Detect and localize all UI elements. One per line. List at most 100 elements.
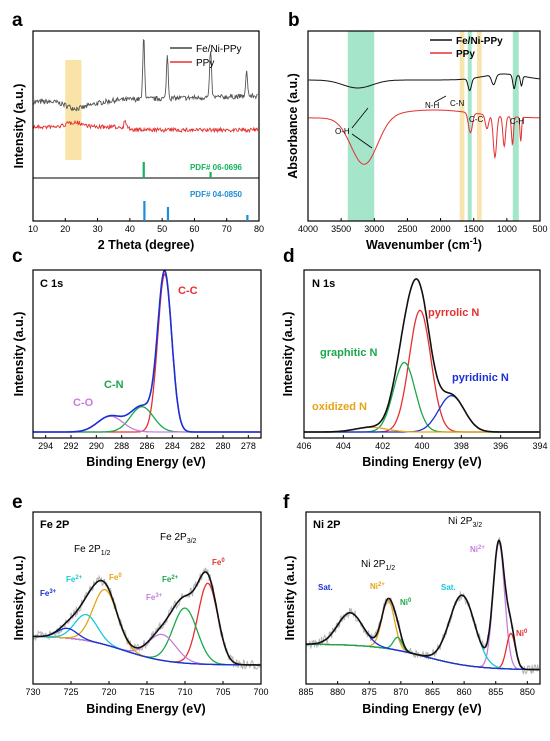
xrd-tick-label-3: 40 — [125, 224, 135, 234]
panel-e-title: Fe 2P — [40, 519, 69, 531]
y-axis-label-f: Intensity (a.u.) — [283, 556, 297, 641]
label-fe2p-hi: Fe2+ — [66, 575, 83, 584]
xrd-tick-label-5: 60 — [189, 224, 199, 234]
panel-d-title: N 1s — [312, 278, 335, 290]
panel-f-title: Ni 2P — [313, 519, 341, 531]
envelope-curve — [33, 571, 261, 666]
xps-4-tick-label-2: 720 — [101, 687, 116, 697]
y-axis-label-e: Intensity (a.u.) — [12, 556, 26, 641]
label-fe2p12: Fe 2P1/2 — [74, 544, 111, 557]
x-axis-label-a: 2 Theta (degree) — [98, 238, 195, 252]
x-axis-label-f: Binding Energy (eV) — [362, 702, 481, 716]
xps-5-tick-label-0: 885 — [298, 687, 313, 697]
panel-f-frame — [305, 511, 541, 685]
ftir-tick-label-6: 1000 — [497, 224, 517, 234]
band-region-0 — [347, 31, 375, 221]
ftir-tick-label-4: 2000 — [431, 224, 451, 234]
panel-e-fe2p: Fe 2P Fe 2P1/2 Fe 2P3/2 Fe3+ Fe2+ Fe0 Fe… — [12, 511, 269, 716]
y-axis-label-a: Intensity (a.u.) — [12, 84, 26, 169]
label-ni2p-lo: Ni2+ — [470, 545, 485, 554]
ftir-tick-label-0: 4000 — [298, 224, 318, 234]
label-ni2p12: Ni 2P1/2 — [361, 559, 395, 572]
xrd-tick-label-2: 30 — [93, 224, 103, 234]
panel-c-c1s: C 1s C-C C-N C-O 294 292 290 288 286 284 282 28… — [12, 269, 262, 469]
ftir-tick-label-1: 3500 — [331, 224, 351, 234]
panel-b-frame — [307, 30, 541, 222]
xps-5-tick-label-3: 870 — [393, 687, 408, 697]
label-fe2p32: Fe 2P3/2 — [160, 532, 197, 545]
band-region-3 — [477, 31, 482, 221]
raw-data-trace — [32, 567, 261, 670]
xps-2-tick-label-7: 280 — [215, 441, 230, 451]
label-sat-2: Sat. — [441, 583, 456, 592]
ref-label-06-0696: PDF# 06-0696 — [190, 163, 243, 172]
ftir-tick-label-5: 1500 — [464, 224, 484, 234]
label-c-n: C-N — [104, 379, 124, 391]
component-curve-5 — [33, 627, 261, 666]
xps-3-tick-label-0: 406 — [296, 441, 311, 451]
band-label-c-n: C-N — [450, 99, 464, 108]
xps-4-tick-label-0: 730 — [25, 687, 40, 697]
series-ppy-line — [33, 119, 259, 134]
ref-label-04-0850: PDF# 04-0850 — [190, 190, 243, 199]
xps-5-tick-label-1: 880 — [330, 687, 345, 697]
label-ni0-hi: Ni0 — [400, 598, 412, 607]
panel-label-f: f — [283, 492, 290, 513]
xrd-tick-label-0: 10 — [28, 224, 38, 234]
x-axis-label-c: Binding Energy (eV) — [86, 455, 205, 469]
xps-2-tick-label-8: 278 — [241, 441, 256, 451]
xps-4-tick-label-3: 715 — [139, 687, 154, 697]
band-label-o-h: O-H — [335, 127, 350, 136]
legend-label-ppy: PPy — [196, 58, 214, 69]
band-region-2 — [467, 31, 472, 221]
xps-5-tick-label-4: 865 — [425, 687, 440, 697]
band-arrow-n-h — [434, 95, 447, 103]
xps-2-tick-label-3: 288 — [114, 441, 129, 451]
panel-label-e: e — [12, 492, 23, 513]
raw-data-trace — [305, 536, 540, 675]
panel-a-xrd: PDF# 06-0696 PDF# 04-0850 Fe/Ni-PPy PPy … — [12, 30, 264, 252]
xps-4-tick-label-4: 710 — [177, 687, 192, 697]
xps-2-tick-label-6: 282 — [190, 441, 205, 451]
band-arrow-o-h — [351, 107, 373, 149]
xps-4-tick-label-5: 705 — [215, 687, 230, 697]
xrd-tick-label-6: 70 — [222, 224, 232, 234]
y-axis-label-c: Intensity (a.u.) — [12, 312, 26, 397]
band-region-4 — [512, 31, 519, 221]
y-axis-label-b: Absorbance (a.u.) — [286, 73, 300, 179]
series-ppy-ftir — [308, 109, 540, 165]
panel-label-b: b — [288, 10, 300, 31]
series-fe-ni-ppy-line — [33, 39, 258, 112]
xrd-tick-label-7: 80 — [254, 224, 264, 234]
xps-4-tick-label-1: 725 — [63, 687, 78, 697]
label-sat-1: Sat. — [318, 583, 333, 592]
component-curve-0 — [306, 541, 540, 671]
xps-3-tick-label-1: 404 — [336, 441, 351, 451]
panel-b-ftir: Fe/Ni-PPy PPy O-H N-H C-N C-C C-H 4000 35… — [286, 30, 548, 252]
envelope-curve — [306, 539, 540, 671]
band-label-n-h: N-H — [425, 101, 439, 110]
label-ni2p32: Ni 2P3/2 — [448, 516, 482, 529]
legend-label-fe-ni-ppy: Fe/Ni-PPy — [196, 44, 242, 55]
xps-3-tick-label-3: 400 — [414, 441, 429, 451]
xps-3-tick-label-5: 396 — [493, 441, 508, 451]
label-ni2p-hi: Ni2+ — [370, 582, 385, 591]
y-axis-label-d: Intensity (a.u.) — [281, 312, 295, 397]
panel-a-frame — [32, 30, 260, 222]
xps-4-tick-label-6: 700 — [253, 687, 268, 697]
panel-c-frame — [32, 269, 262, 439]
xps-3-tick-label-6: 394 — [532, 441, 547, 451]
label-ni0-lo: Ni0 — [516, 629, 528, 638]
label-c-o: C-O — [73, 397, 94, 409]
xps-2-tick-label-4: 286 — [139, 441, 154, 451]
label-fe3p-hi: Fe3+ — [40, 589, 57, 598]
envelope-curve — [33, 269, 261, 433]
label-fe0-hi: Fe0 — [109, 573, 122, 582]
component-curve-1 — [33, 406, 261, 433]
series-fe-ni-ppy-ftir — [308, 73, 540, 92]
label-graphitic-n: graphitic N — [320, 347, 378, 359]
xps-3-tick-label-4: 398 — [454, 441, 469, 451]
panel-d-n1s: N 1s pyrrolic N graphitic N pyridinic N … — [281, 269, 548, 469]
xps-3-tick-label-2: 402 — [375, 441, 390, 451]
